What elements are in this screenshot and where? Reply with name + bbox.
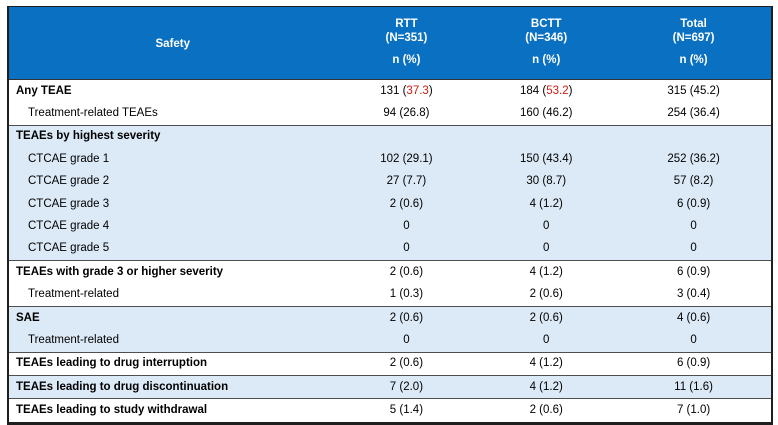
value-cell: 184 (53.2) [520,84,573,97]
value-cell: 4 (1.2) [476,375,617,399]
value-cell: 7 (2.0) [336,375,477,399]
header-total: Total (N=697) [616,6,772,53]
value-cell: 0 [616,215,772,238]
value-cell: 0 [616,329,772,353]
value-cell: 3 (0.4) [676,288,711,301]
value-cell: 94 (26.8) [383,107,430,120]
value-cell: 102 (29.1) [336,148,477,171]
header-safety: Safety [8,6,337,80]
value-cell: 1 (0.3) [389,288,424,301]
value-cell: 0 [336,329,477,353]
value-cell: 4 (1.2) [476,260,617,284]
value-cell: 2 (0.6) [476,305,617,330]
header-rtt-title: RTT [395,18,418,30]
row-label: Treatment-related [28,288,119,301]
row-label: Treatment-related TEAEs [28,107,158,120]
value-cell: 252 (36.2) [616,148,772,171]
header-bctt: BCTT (N=346) [476,6,617,53]
table-row: TEAEs leading to study withdrawal 5 (1.4)… [8,398,772,424]
value-cell: 6 (0.9) [616,192,772,216]
header-rtt: RTT (N=351) [336,6,477,53]
row-label: TEAEs leading to drug interruption [8,351,337,376]
value-cell: 7 (1.0) [616,398,772,424]
value-cell: 4 (0.6) [616,305,772,330]
table-header: Safety RTT (N=351) BCTT (N=346) Total (N… [8,6,772,80]
value-cell [616,124,772,149]
table-body: Any TEAE 131 (37.3) 184 (53.2) 315 (45.2) Tr… [8,80,772,424]
row-label: CTCAE grade 1 [8,148,337,171]
table-row: TEAEs leading to drug interruption 2 (0.6… [8,351,772,376]
highlighted-percentage: 37.3 [406,84,429,97]
value-cell: 315 (45.2) [667,84,720,97]
row-label: Any TEAE [16,84,72,97]
row-label: TEAEs by highest severity [8,124,337,149]
header-bctt-n: (N=346) [525,32,568,44]
table-row: TEAEs leading to drug discontinuation 7 (… [8,375,772,399]
value-cell: 2 (0.6) [476,398,617,424]
table-row: CTCAE grade 2 27 (7.7) 30 (8.7) 57 (8.2) [8,170,772,193]
header-row-npct: n (%) n (%) n (%) [8,53,772,80]
value-cell: 0 [336,215,477,238]
row-label: CTCAE grade 2 [8,170,337,193]
value-cell: 150 (43.4) [476,148,617,171]
table-row: TEAEs by highest severity [8,124,772,149]
row-label: Treatment-related [8,329,337,353]
safety-table: Safety RTT (N=351) BCTT (N=346) Total (N… [7,6,773,425]
header-bctt-title: BCTT [530,18,562,30]
value-cell: 0 [476,329,617,353]
value-cell [476,124,617,149]
value-cell: 6 (0.9) [616,351,772,376]
value-cell: 2 (0.6) [336,192,477,216]
value-cell: 2 (0.6) [336,305,477,330]
table-row: Treatment-related TEAEs 94 (26.8) 160 (46.… [8,102,772,125]
header-total-npct: n (%) [616,53,772,80]
value-cell: 4 (1.2) [476,351,617,376]
header-bctt-npct: n (%) [476,53,617,80]
value-cell: 2 (0.6) [336,260,477,284]
header-row-groups: Safety RTT (N=351) BCTT (N=346) Total (N… [8,6,772,80]
value-cell: 57 (8.2) [616,170,772,193]
value-cell: 0 [476,215,617,238]
value-cell: 0 [476,237,617,261]
value-cell: 131 (37.3) [380,84,433,97]
value-cell: 11 (1.6) [616,375,772,399]
value-cell: 4 (1.2) [476,192,617,216]
value-cell: 27 (7.7) [336,170,477,193]
value-cell: 2 (0.6) [529,288,563,301]
value-cell: 0 [336,237,477,261]
header-total-n: (N=697) [672,32,715,44]
table-row: TEAEs with grade 3 or higher severity 2 (… [8,260,772,284]
value-cell: 2 (0.6) [336,351,477,376]
value-cell: 160 (46.2) [520,107,573,120]
header-rtt-n: (N=351) [385,32,428,44]
value-cell [336,124,477,149]
document-page: Safety RTT (N=351) BCTT (N=346) Total (N… [7,6,773,425]
table-row: SAE 2 (0.6) 2 (0.6) 4 (0.6) [8,305,772,330]
header-total-title: Total [680,18,707,30]
row-label: SAE [8,305,337,330]
value-cell: 6 (0.9) [616,260,772,284]
row-label: TEAEs leading to drug discontinuation [8,375,337,399]
row-label: CTCAE grade 4 [8,215,337,238]
table-row: Treatment-related 1 (0.3) 2 (0.6) 3 (0.4) [8,284,772,307]
value-cell: 254 (36.4) [667,107,720,120]
row-label: CTCAE grade 5 [8,237,337,261]
table-row: Any TEAE 131 (37.3) 184 (53.2) 315 (45.2) [8,80,772,103]
value-cell: 30 (8.7) [476,170,617,193]
highlighted-percentage: 53.2 [546,84,569,97]
table-row: CTCAE grade 1 102 (29.1) 150 (43.4) 252 (36… [8,148,772,171]
header-rtt-npct: n (%) [336,53,477,80]
row-label: TEAEs leading to study withdrawal [8,398,337,424]
row-label: TEAEs with grade 3 or higher severity [8,260,337,284]
row-label: CTCAE grade 3 [8,192,337,216]
value-cell: 0 [616,237,772,261]
value-cell: 5 (1.4) [336,398,477,424]
table-row: Treatment-related 0 0 0 [8,329,772,353]
